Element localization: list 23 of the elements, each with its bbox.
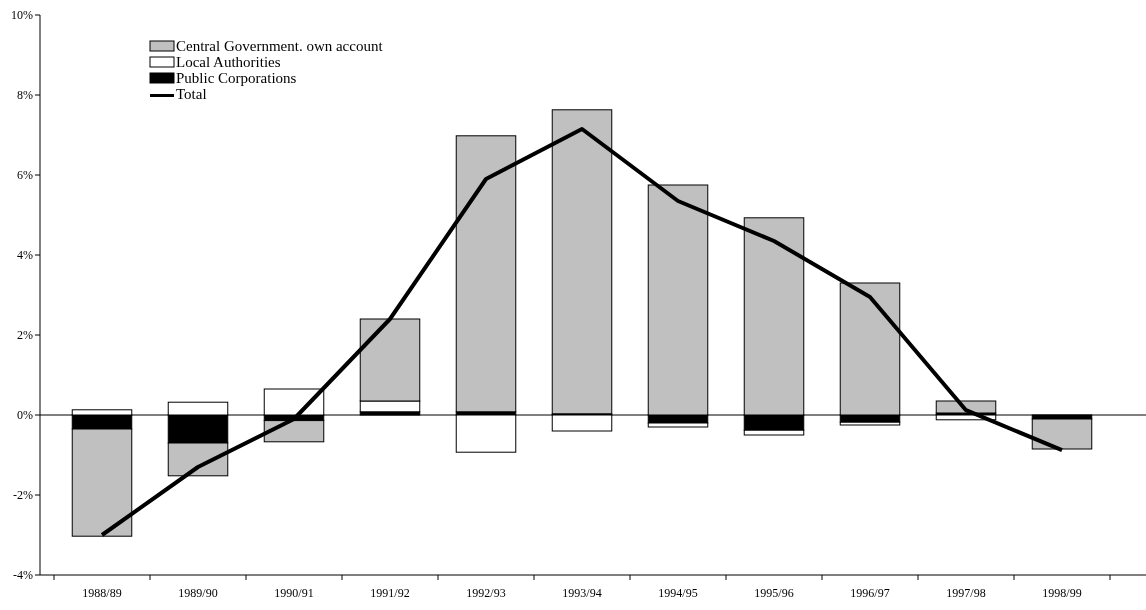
legend-label: Total <box>176 86 207 102</box>
y-tick-label: 6% <box>17 168 33 183</box>
x-tick-label: 1997/98 <box>946 586 986 600</box>
x-tick-label: 1992/93 <box>466 586 506 600</box>
x-tick-label: 1993/94 <box>562 586 602 600</box>
x-tick-label: 1991/92 <box>370 586 410 600</box>
legend-label: Public Corporations <box>176 70 297 86</box>
x-tick-label: 1995/96 <box>754 586 794 600</box>
y-tick-label: 0% <box>17 408 33 423</box>
legend-label: Local Authorities <box>176 54 281 70</box>
x-tick-label: 1998/99 <box>1042 586 1082 600</box>
x-tick-label: 1994/95 <box>658 586 698 600</box>
y-tick-label: 4% <box>17 248 33 263</box>
legend-label: Central Government. own account <box>176 38 384 54</box>
y-tick-label: 10% <box>11 8 33 23</box>
y-tick-label: 2% <box>17 328 33 343</box>
y-tick-label: 8% <box>17 88 33 103</box>
x-tick-label: 1990/91 <box>274 586 314 600</box>
x-tick-label: 1988/89 <box>82 586 122 600</box>
y-tick-label: -4% <box>13 568 33 583</box>
x-tick-label: 1989/90 <box>178 586 218 600</box>
y-tick-label: -2% <box>13 488 33 503</box>
x-tick-label: 1996/97 <box>850 586 890 600</box>
